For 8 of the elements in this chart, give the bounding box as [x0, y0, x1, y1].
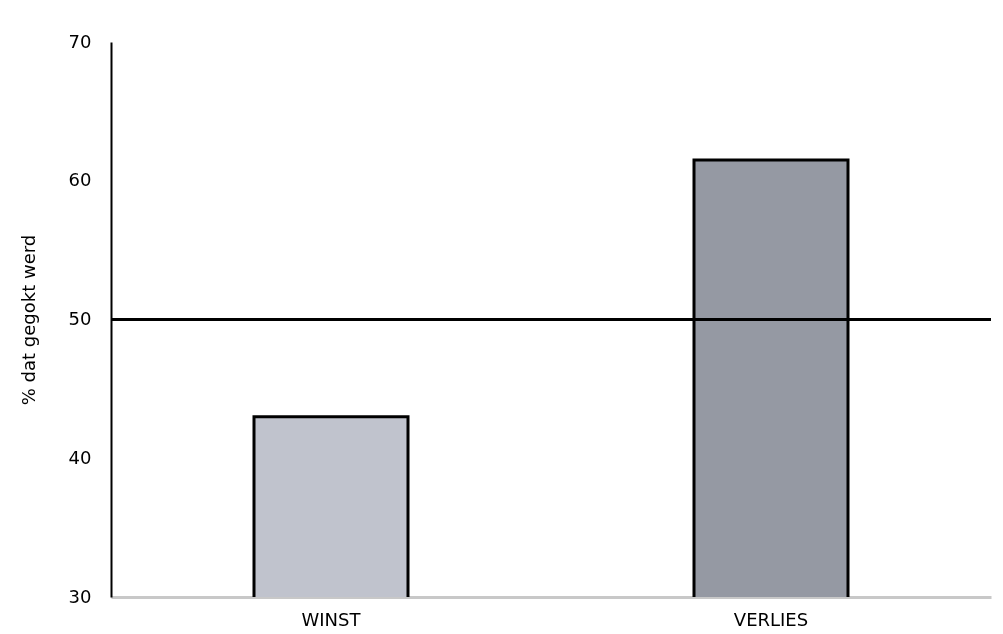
y-tick-label: 60 [68, 169, 92, 191]
y-tick-label: 40 [68, 446, 92, 468]
x-tick-label: WINST [301, 608, 362, 630]
y-tick-label: 70 [68, 30, 92, 52]
y-tick-label: 30 [68, 585, 92, 607]
y-axis-title: % dat gegokt werd [17, 234, 39, 406]
y-tick-label: 50 [68, 308, 92, 329]
x-tick-label: VERLIES [733, 608, 809, 630]
